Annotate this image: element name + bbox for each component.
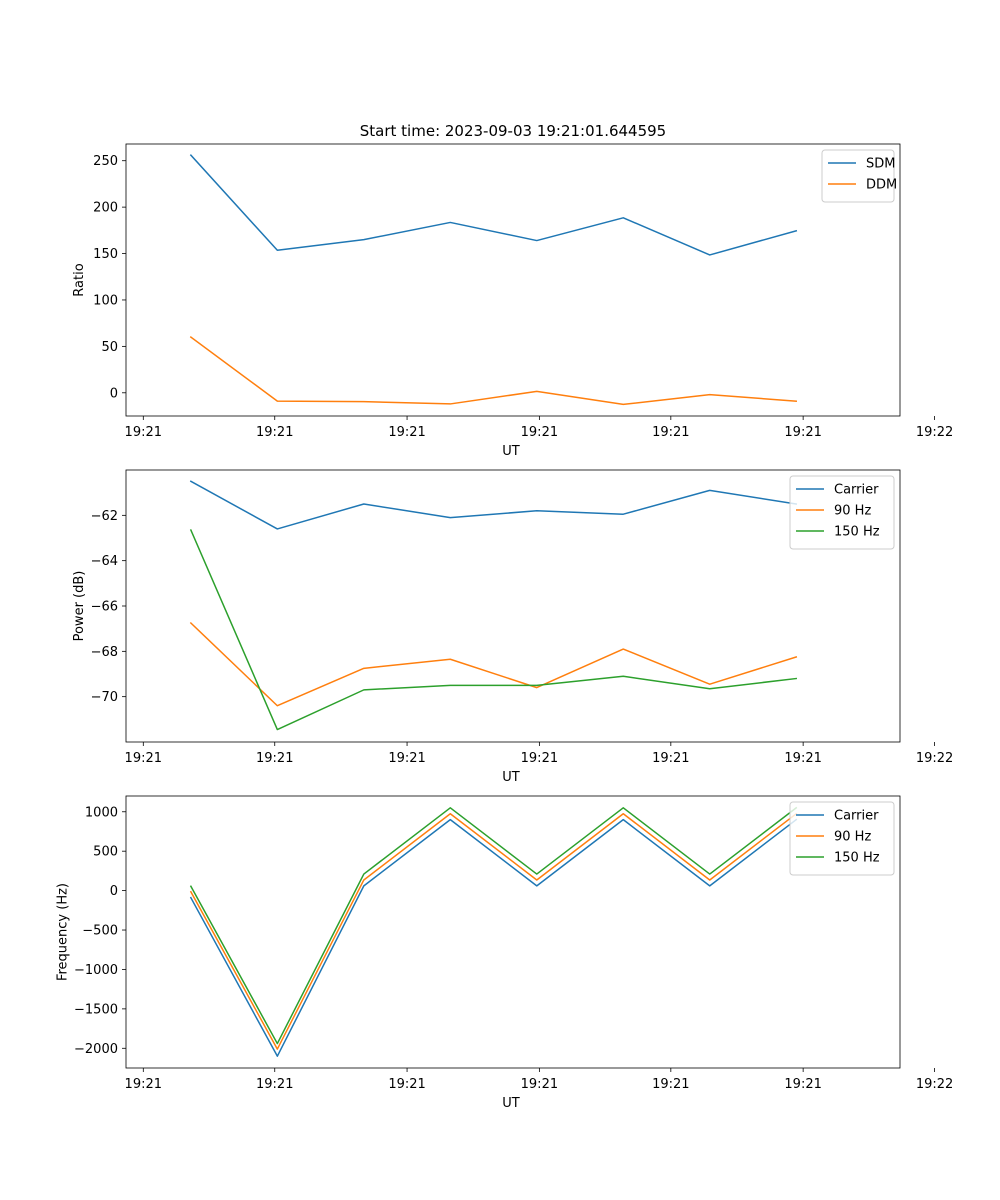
series-line-90-hz [189, 812, 798, 1050]
y-tick-label: −62 [91, 509, 118, 524]
series-line-90-hz [189, 621, 798, 707]
x-tick-label: 19:21 [256, 751, 293, 766]
x-tick-label: 19:21 [388, 1077, 425, 1092]
x-axis-label: UT [502, 444, 520, 459]
x-tick-label: 19:21 [652, 1077, 689, 1092]
legend-entry-label: Carrier [834, 809, 879, 824]
legend: Carrier 90 Hz 150 Hz [789, 475, 895, 550]
y-tick-label: 100 [93, 293, 118, 308]
x-tick-label: 19:21 [521, 1077, 558, 1092]
x-tick-label: 19:22 [916, 425, 953, 440]
y-tick-label: 200 [93, 201, 118, 216]
y-tick-label: −2000 [74, 1042, 118, 1057]
y-tick-label: 150 [93, 247, 118, 262]
x-tick-label: 19:21 [256, 1077, 293, 1092]
y-tick-label: −1000 [74, 963, 118, 978]
legend-entry-label: 90 Hz [834, 830, 871, 845]
legend-entry-label: SDM [866, 157, 895, 172]
x-tick-label: 19:21 [784, 1077, 821, 1092]
y-axis-label: Frequency (Hz) [56, 883, 71, 981]
subplot-1: 19:21 19:21 19:21 19:21 19:21 19:21 19:22 0 50 10… [72, 143, 953, 459]
axes-frame [125, 795, 901, 1069]
x-tick-label: 19:21 [521, 751, 558, 766]
legend: SDM DDM [821, 149, 897, 203]
x-tick-label: 19:22 [916, 751, 953, 766]
x-tick-label: 19:21 [388, 425, 425, 440]
series-line-150-hz [189, 806, 798, 1045]
y-tick-label: −70 [91, 690, 118, 705]
legend-entry-label: 90 Hz [834, 504, 871, 519]
x-tick-label: 19:21 [652, 751, 689, 766]
x-tick-label: 19:21 [125, 425, 162, 440]
x-axis-label: UT [502, 770, 520, 785]
legend-entry-label: DDM [866, 178, 897, 193]
y-tick-label: 1000 [85, 805, 118, 820]
y-tick-label: −500 [82, 924, 118, 939]
legend-entry-label: Carrier [834, 483, 879, 498]
legend-entry-label: 150 Hz [834, 851, 880, 866]
x-tick-label: 19:21 [125, 1077, 162, 1092]
series-line-carrier [189, 818, 798, 1057]
y-tick-label: 500 [93, 845, 118, 860]
y-tick-label: −68 [91, 645, 118, 660]
x-axis-label: UT [502, 1096, 520, 1111]
y-axis-label: Power (dB) [72, 571, 87, 642]
y-axis-label: Ratio [72, 263, 87, 296]
y-tick-label: −1500 [74, 1002, 118, 1017]
plots: 19:21 19:21 19:21 19:21 19:21 19:21 19:22 0 50 10… [56, 143, 953, 1111]
subplot-2: 19:21 19:21 19:21 19:21 19:21 19:21 19:22 −70 −6… [72, 469, 953, 785]
legend: Carrier 90 Hz 150 Hz [789, 801, 895, 876]
y-tick-label: 0 [110, 884, 118, 899]
subplot-3: 19:21 19:21 19:21 19:21 19:21 19:21 19:22 −2000… [56, 795, 953, 1111]
series-line-ddm [189, 336, 798, 406]
x-tick-label: 19:21 [521, 425, 558, 440]
y-tick-label: 50 [101, 340, 118, 355]
y-tick-label: −66 [91, 600, 118, 615]
figure-title: Start time: 2023-09-03 19:21:01.644595 [360, 122, 666, 140]
y-tick-label: 0 [110, 386, 118, 401]
axes-frame [125, 143, 901, 417]
x-tick-label: 19:21 [256, 425, 293, 440]
y-tick-label: −64 [91, 554, 118, 569]
x-tick-label: 19:21 [125, 751, 162, 766]
x-tick-label: 19:21 [784, 751, 821, 766]
series-line-150-hz [189, 529, 798, 731]
x-tick-label: 19:21 [652, 425, 689, 440]
legend-entry-label: 150 Hz [834, 525, 880, 540]
x-tick-label: 19:22 [916, 1077, 953, 1092]
x-tick-label: 19:21 [784, 425, 821, 440]
series-line-carrier [189, 480, 798, 530]
x-tick-label: 19:21 [388, 751, 425, 766]
series-line-sdm [189, 154, 798, 256]
y-tick-label: 250 [93, 154, 118, 169]
